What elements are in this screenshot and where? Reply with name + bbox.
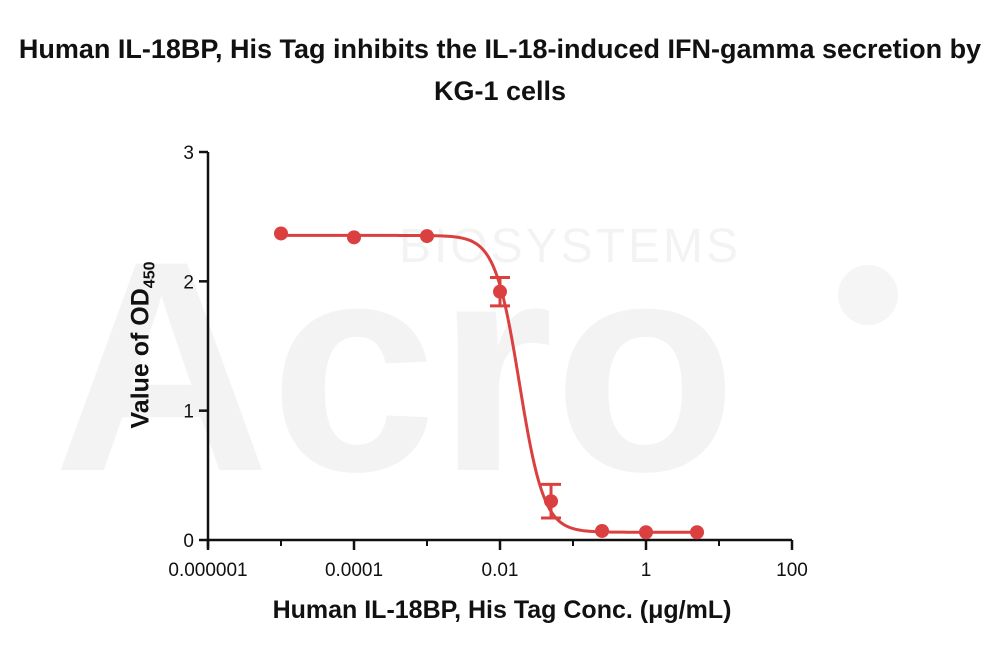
y-tick-label: 3	[183, 143, 194, 164]
x-tick-label: 100	[776, 560, 808, 581]
y-tick-label: 0	[183, 531, 194, 552]
watermark-logo-text: Acro	[53, 198, 737, 534]
x-axis-label: Human IL-18BP, His Tag Conc. (μg/mL)	[272, 596, 732, 624]
data-point	[347, 230, 361, 245]
y-tick-label: 1	[183, 402, 194, 423]
x-tick-label: 0.01	[482, 560, 519, 581]
data-point	[274, 226, 288, 241]
data-point-layer	[274, 226, 705, 540]
data-point	[493, 284, 507, 299]
watermark: AcroBIOSYSTEMS	[53, 198, 898, 534]
y-tick-label: 2	[183, 272, 194, 293]
x-tick-label: 0.0001	[325, 560, 383, 581]
data-point	[690, 525, 705, 540]
watermark-sub-text: BIOSYSTEMS	[399, 220, 741, 273]
data-point	[420, 229, 434, 244]
data-point	[595, 523, 610, 538]
error-bar-layer	[490, 275, 562, 520]
data-point	[544, 494, 559, 509]
data-point	[639, 525, 653, 540]
x-tick-label: 0.000001	[168, 560, 247, 581]
axes: 0 1 2 3 0.000001 0.0001 0.01 1 100	[168, 143, 807, 581]
y-axis-label: Value of OD450	[126, 261, 159, 429]
watermark-dot	[838, 265, 898, 325]
x-tick-label: 1	[641, 560, 652, 581]
chart-title: Human IL-18BP, His Tag inhibits the IL-1…	[18, 34, 982, 106]
chart-title-block: Human IL-18BP, His Tag inhibits the IL-1…	[0, 28, 1000, 112]
